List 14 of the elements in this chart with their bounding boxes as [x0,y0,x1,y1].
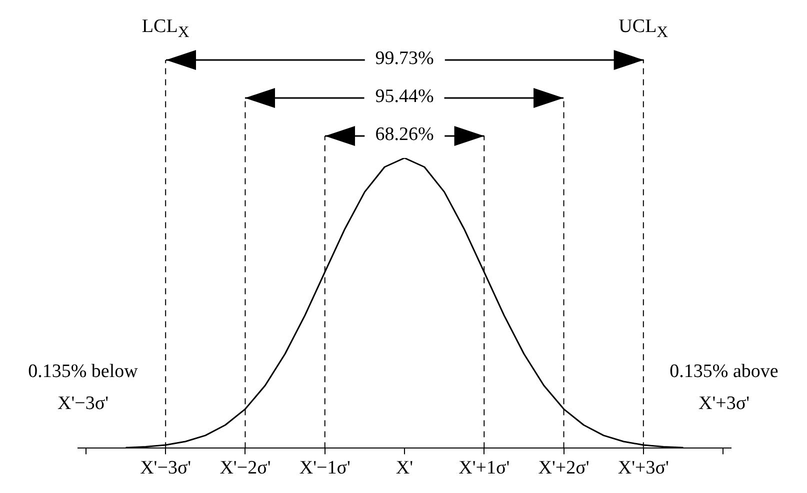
x-tick-label: X'+2σ' [538,458,590,479]
ref-line-label: LCL$_{X}$ [140,16,190,42]
ref-line-label: UCL$_{X}$ [618,16,670,42]
x-tick-label: X'−3σ' [140,458,192,479]
annotation: 0.135% below X'−3σ' [27,360,139,416]
text: 99.73% [374,48,435,70]
x-tick-label: X'−1σ' [299,458,350,479]
x-tick-label: X' [396,458,414,479]
x-tick-label: X'−2σ' [220,458,271,479]
text: 95.44% [374,86,435,108]
x-tick-label: X'+1σ' [458,458,510,479]
x-tick-label: X'+3σ' [618,458,669,479]
text: 68.26% [374,124,435,146]
annotation: 0.135% above X'+3σ' [668,360,780,416]
